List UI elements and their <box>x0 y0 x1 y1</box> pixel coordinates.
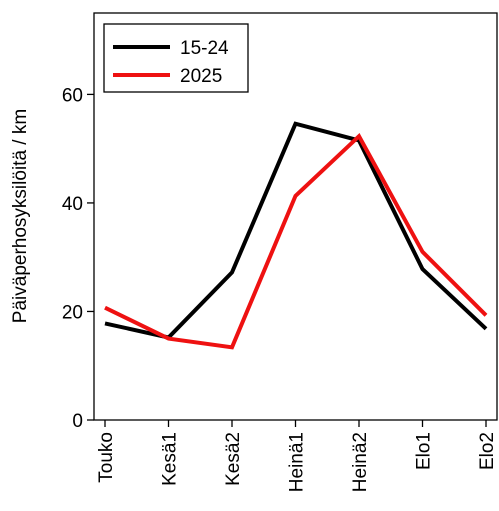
plot-area: 0 20 40 60 Touko Kesä1 Kesä2 Heinä1 Heinä2 Elo1 E… <box>62 12 498 492</box>
legend-label-15-24: 15-24 <box>180 38 229 59</box>
x-tick-label: Kesä1 <box>160 432 181 486</box>
x-tick-label: Elo1 <box>414 432 435 470</box>
y-tick-label: 40 <box>62 194 83 215</box>
x-tick-label: Heinä1 <box>287 432 308 492</box>
series-line-2025 <box>104 132 488 350</box>
x-axis: Touko Kesä1 Kesä2 Heinä1 Heinä2 Elo1 Elo2 <box>96 420 498 492</box>
series-line-15-24 <box>104 121 488 340</box>
legend: 15-24 2025 <box>103 23 249 93</box>
y-tick-label: 60 <box>62 85 83 106</box>
x-tick-label: Elo2 <box>477 432 498 470</box>
y-axis: 0 20 40 60 <box>62 85 94 432</box>
y-axis-title: Päiväperhosyksilöitä / km <box>10 109 31 323</box>
series-layer <box>104 121 488 350</box>
x-tick-label: Heinä2 <box>350 432 371 492</box>
x-tick-label: Touko <box>96 432 117 483</box>
y-tick-label: 20 <box>62 302 83 323</box>
legend-box <box>103 23 249 93</box>
legend-label-2025: 2025 <box>180 66 222 87</box>
x-tick-label: Kesä2 <box>223 432 244 486</box>
y-tick-label: 0 <box>72 411 83 432</box>
